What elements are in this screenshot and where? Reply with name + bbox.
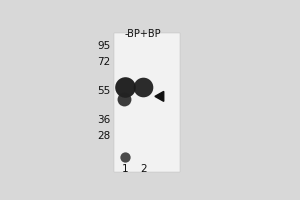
Point (123, 86, 128, 89)
Text: -BP+BP: -BP+BP (125, 29, 162, 39)
Text: 28: 28 (98, 131, 111, 141)
Text: 36: 36 (98, 115, 111, 125)
Text: 95: 95 (98, 41, 111, 51)
Point (121, 97, 126, 100)
Text: 1: 1 (122, 164, 129, 174)
Text: 2: 2 (140, 164, 147, 174)
Text: 72: 72 (98, 57, 111, 67)
Point (141, 86, 146, 89)
Polygon shape (155, 91, 164, 101)
Point (123, 155, 128, 158)
Text: 55: 55 (98, 86, 111, 96)
Bar (114, 33, 181, 172)
